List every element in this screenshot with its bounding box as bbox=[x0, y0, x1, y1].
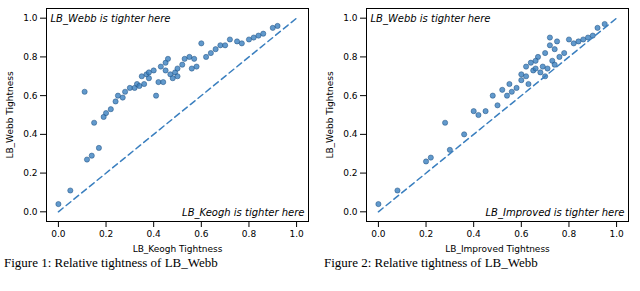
svg-text:0.6: 0.6 bbox=[194, 229, 209, 239]
svg-text:0.2: 0.2 bbox=[419, 229, 433, 239]
svg-text:0.8: 0.8 bbox=[23, 52, 38, 62]
svg-text:1.0: 1.0 bbox=[343, 13, 358, 23]
svg-text:0.4: 0.4 bbox=[467, 229, 482, 239]
svg-text:1.0: 1.0 bbox=[609, 229, 624, 239]
svg-text:LB_Improved is tighter here: LB_Improved is tighter here bbox=[486, 207, 625, 219]
svg-text:0.8: 0.8 bbox=[562, 229, 577, 239]
svg-text:0.2: 0.2 bbox=[99, 229, 113, 239]
svg-text:LB_Keogh is tighter here: LB_Keogh is tighter here bbox=[182, 207, 304, 219]
svg-text:LB_Webb is tighter here: LB_Webb is tighter here bbox=[51, 13, 171, 25]
svg-text:0.8: 0.8 bbox=[343, 52, 358, 62]
svg-text:LB_Webb Tightness: LB_Webb Tightness bbox=[325, 71, 335, 158]
svg-text:1.0: 1.0 bbox=[289, 229, 304, 239]
svg-text:0.4: 0.4 bbox=[23, 129, 38, 139]
svg-text:0.6: 0.6 bbox=[514, 229, 529, 239]
svg-text:0.4: 0.4 bbox=[343, 129, 358, 139]
svg-text:0.0: 0.0 bbox=[51, 229, 66, 239]
svg-text:LB_Keogh Tightness: LB_Keogh Tightness bbox=[133, 244, 223, 254]
svg-text:0.6: 0.6 bbox=[23, 91, 38, 101]
svg-text:0.0: 0.0 bbox=[371, 229, 386, 239]
svg-text:0.8: 0.8 bbox=[242, 229, 257, 239]
svg-text:0.2: 0.2 bbox=[343, 168, 357, 178]
svg-text:0.4: 0.4 bbox=[147, 229, 162, 239]
html-text:Figure 1: Relative tightness o: Figure 1: Relative tightness of LB_Webb bbox=[4, 255, 218, 270]
svg-text:1.0: 1.0 bbox=[23, 13, 38, 23]
svg-text:0.0: 0.0 bbox=[343, 207, 358, 217]
svg-text:0.2: 0.2 bbox=[23, 168, 37, 178]
svg-text:0.6: 0.6 bbox=[343, 91, 358, 101]
svg-text:LB_Webb Tightness: LB_Webb Tightness bbox=[5, 71, 15, 158]
html-text:Figure 2: Relative tightness o: Figure 2: Relative tightness of LB_Webb bbox=[324, 255, 538, 270]
svg-text:0.0: 0.0 bbox=[23, 207, 38, 217]
svg-text:LB_Webb is tighter here: LB_Webb is tighter here bbox=[371, 13, 491, 25]
svg-text:LB_Improved Tightness: LB_Improved Tightness bbox=[445, 244, 550, 254]
